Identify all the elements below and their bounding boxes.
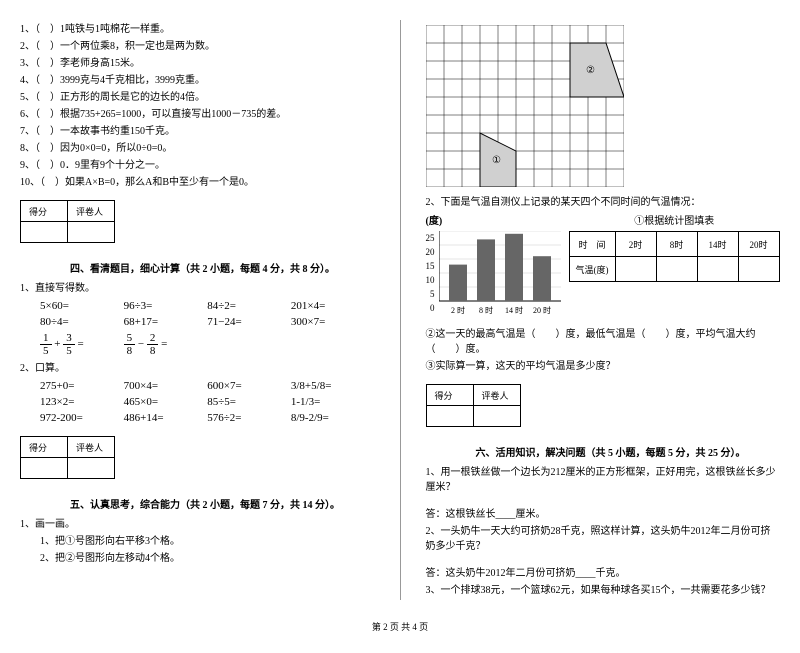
y-axis: 2520151050	[426, 231, 439, 319]
judgment-item: 8、（ ）因为0×0=0，所以0÷0=0。	[20, 141, 375, 156]
calc-cell: 84÷2=	[207, 300, 291, 312]
q4-2: 2、口算。	[20, 361, 375, 376]
frac-row: 15 + 35 =58 − 28 =	[40, 332, 375, 357]
q6-2: 2、一头奶牛一天大约可挤奶28千克，照这样计算，这头奶牛2012年二月份可挤奶多…	[426, 524, 781, 554]
svg-text:20 时: 20 时	[533, 305, 551, 315]
judgment-item: 2、（ ）一个两位乘8，积一定也是两为数。	[20, 39, 375, 54]
calc-cell: 96÷3=	[124, 300, 208, 312]
score-label: 得分	[426, 385, 473, 406]
calc-cell: 201×4=	[291, 300, 375, 312]
judgment-item: 6、（ ）根据735+265=1000，可以直接写出1000－735的差。	[20, 107, 375, 122]
judgment-list: 1、（ ）1吨铁与1吨棉花一样重。 2、（ ）一个两位乘8，积一定也是两为数。 …	[20, 22, 375, 190]
score-box: 得分评卷人	[20, 200, 115, 243]
calc-cell: 5×60=	[40, 300, 124, 312]
score-box: 得分评卷人	[426, 384, 521, 427]
shape-grid: ①②	[426, 25, 781, 190]
calc-row: 80÷4= 68+17= 71−24= 300×7=	[40, 316, 375, 328]
right-column: ①② 2、下面是气温自测仪上记录的某天四个不同时间的气温情况： (度) 2520…	[426, 20, 781, 600]
q2-intro: 2、下面是气温自测仪上记录的某天四个不同时间的气温情况：	[426, 195, 781, 210]
score-label: 得分	[21, 437, 68, 458]
oral-rows: 275+0=700×4=600×7=3/8+5/8=123×2=465×0=85…	[20, 380, 375, 424]
section-4-title: 四、看清题目，细心计算（共 2 小题，每题 4 分，共 8 分）。	[70, 260, 375, 275]
judgment-item: 1、（ ）1吨铁与1吨棉花一样重。	[20, 22, 375, 37]
svg-text:14 时: 14 时	[505, 305, 523, 315]
calc-cell: 68+17=	[124, 316, 208, 328]
score-label: 得分	[21, 201, 68, 222]
reviewer-label: 评卷人	[68, 437, 115, 458]
bar-chart-svg: 2 时 8 时 14 时 20 时	[439, 231, 561, 319]
svg-text:8 时: 8 时	[479, 305, 493, 315]
section-5-title: 五、认真思考，综合能力（共 2 小题，每题 7 分，共 14 分）。	[70, 496, 375, 511]
calc-cell: 300×7=	[291, 316, 375, 328]
svg-text:①: ①	[492, 155, 501, 166]
chart-title: ①根据统计图填表	[569, 214, 781, 229]
section-6-title: 六、活用知识，解决问题（共 5 小题，每题 5 分，共 25 分）。	[476, 444, 781, 459]
q6-1: 1、用一根铁丝做一个边长为212厘米的正方形框架，正好用完，这根铁丝长多少厘米？	[426, 465, 781, 495]
q2-b: ②这一天的最高气温是（ ）度，最低气温是（ ）度，平均气温大约（ ）度。	[426, 327, 781, 357]
q6-1-answer: 答：这根铁丝长____厘米。	[426, 505, 781, 520]
q4-1: 1、直接写得数。	[20, 281, 375, 296]
grid-svg: ①②	[426, 25, 624, 187]
reviewer-label: 评卷人	[68, 201, 115, 222]
calc-cell: 71−24=	[207, 316, 291, 328]
q5-1a: 1、把①号图形向右平移3个格。	[40, 534, 375, 549]
svg-text:2 时: 2 时	[451, 305, 465, 315]
q5-1: 1、画一画。	[20, 517, 375, 532]
judgment-item: 5、（ ）正方形的周长是它的边长的4倍。	[20, 90, 375, 105]
score-box: 得分评卷人	[20, 436, 115, 479]
left-column: 1、（ ）1吨铁与1吨棉花一样重。 2、（ ）一个两位乘8，积一定也是两为数。 …	[20, 20, 375, 600]
y-axis-label: (度)	[426, 214, 561, 229]
q6-3: 3、一个排球38元，一个篮球62元，如果每种球各买15个，一共需要花多少钱？	[426, 583, 781, 598]
q6-2-answer: 答：这头奶牛2012年二月份可挤奶____千克。	[426, 564, 781, 579]
bar-chart-area: (度) 2520151050 2 时 8 时 14 时 20 时 ①根据统计图填表 时…	[426, 212, 781, 319]
column-divider	[400, 20, 401, 600]
judgment-item: 10、（ ）如果A×B=0，那么A和B中至少有一个是0。	[20, 175, 375, 190]
judgment-item: 7、（ ）一本故事书约重150千克。	[20, 124, 375, 139]
page-footer: 第 2 页 共 4 页	[20, 620, 780, 633]
temp-table: 时 间2时8时14时20时气温(度)	[569, 231, 780, 282]
calc-cell: 80÷4=	[40, 316, 124, 328]
q5-1b: 2、把②号图形向左移动4个格。	[40, 551, 375, 566]
reviewer-label: 评卷人	[473, 385, 520, 406]
judgment-item: 3、（ ）李老师身高15米。	[20, 56, 375, 71]
q2-c: ③实际算一算，这天的平均气温是多少度？	[426, 359, 781, 374]
calc-row: 5×60= 96÷3= 84÷2= 201×4=	[40, 300, 375, 312]
judgment-item: 9、（ ）0．9里有9个十分之一。	[20, 158, 375, 173]
svg-text:②: ②	[586, 65, 595, 76]
judgment-item: 4、（ ）3999克与4千克相比，3999克重。	[20, 73, 375, 88]
